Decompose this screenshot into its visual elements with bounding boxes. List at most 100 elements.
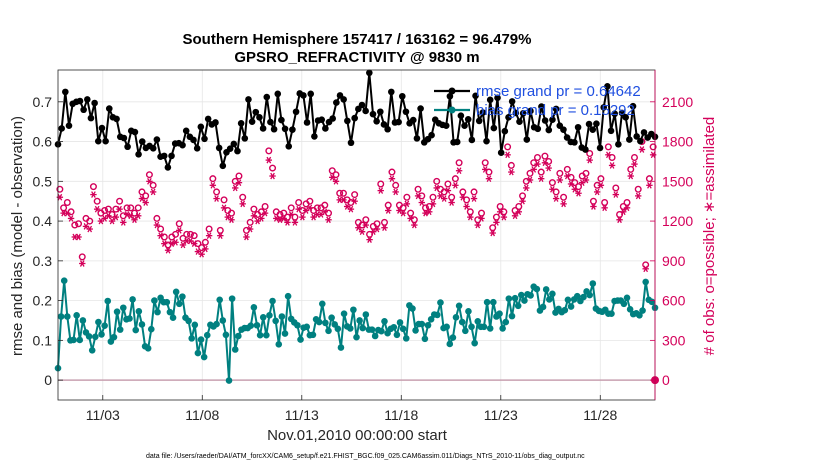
bias-point — [421, 335, 429, 343]
bias-point — [378, 327, 385, 335]
x-tick-label: 11/08 — [185, 407, 219, 423]
possible-obs-marker — [519, 192, 527, 200]
bias-point — [222, 331, 230, 339]
asterisk-stroke — [538, 175, 544, 183]
bias-point — [549, 290, 556, 298]
rmse-point — [318, 116, 326, 123]
asterisk-stroke — [203, 245, 208, 253]
bias-point — [626, 306, 634, 313]
assimilated-obs-marker — [161, 240, 168, 247]
bias-point — [567, 303, 575, 310]
assimilated-obs-marker — [355, 224, 362, 232]
bias-point — [228, 295, 236, 302]
bias-point — [188, 335, 196, 342]
assimilated-obs-marker — [638, 146, 646, 153]
rmse-point — [329, 115, 336, 122]
rmse-point — [91, 99, 98, 107]
assimilated-obs-marker — [526, 176, 534, 184]
rmse-point — [164, 164, 172, 171]
bias-point — [281, 330, 289, 337]
assimilated-obs-marker — [459, 193, 467, 201]
rmse-point — [501, 127, 509, 135]
asterisk-stroke — [553, 195, 559, 202]
rmse-point — [248, 118, 256, 125]
possible-obs-marker — [149, 181, 157, 189]
bias-point — [455, 302, 463, 310]
rmse-point — [377, 108, 384, 116]
asterisk-stroke — [460, 193, 466, 201]
asterisk-stroke — [68, 215, 74, 222]
possible-obs-marker — [466, 208, 474, 216]
possible-obs-marker — [433, 177, 441, 185]
possible-obs-marker — [145, 171, 153, 179]
bias-point — [297, 336, 304, 343]
possible-obs-marker — [239, 193, 247, 201]
rmse-point — [479, 109, 487, 116]
assimilated-obs-marker — [116, 205, 123, 213]
bias-point — [179, 293, 186, 300]
asterisk-stroke — [620, 208, 626, 216]
possible-obs-marker — [388, 168, 396, 176]
x-tick-label: 11/28 — [583, 407, 617, 423]
rmse-point — [201, 135, 208, 143]
rmse-point — [340, 96, 347, 103]
possible-obs-marker — [649, 143, 657, 151]
asterisk-stroke — [124, 211, 130, 218]
assimilated-obs-marker — [351, 197, 358, 205]
asterisk-stroke — [404, 200, 410, 208]
asterisk-stroke — [113, 213, 119, 221]
x-tick-label: 11/13 — [285, 407, 319, 423]
possible-obs-marker — [101, 206, 109, 214]
assimilated-obs-marker — [414, 192, 422, 200]
possible-obs-marker — [280, 209, 288, 217]
possible-obs-marker — [597, 175, 605, 183]
bias-point — [231, 346, 239, 353]
asterisk-stroke — [497, 208, 503, 216]
rmse-point — [292, 108, 300, 116]
possible-obs-marker — [56, 185, 64, 193]
rmse-point — [84, 96, 91, 103]
possible-obs-marker — [634, 185, 642, 193]
y2-tick-label: 900 — [662, 253, 686, 269]
asterisk-stroke — [527, 176, 533, 184]
legend-bias-label: bias grand pr = 0.15292 — [476, 102, 635, 119]
possible-obs-marker — [351, 191, 359, 199]
assimilated-obs-marker — [623, 204, 631, 212]
data-file-footnote: data file: /Users/raeder/DAI/ATM_forcXX/… — [146, 453, 585, 460]
asterisk-stroke — [300, 213, 305, 221]
rmse-point — [131, 128, 139, 136]
asterisk-stroke — [188, 237, 193, 245]
x-axis-label: Nov.01,2010 00:00:00 start — [267, 427, 448, 444]
rmse-point — [58, 125, 65, 132]
rmse-point — [197, 123, 205, 131]
bias-point — [462, 327, 469, 335]
assimilated-obs-marker — [86, 225, 93, 233]
possible-obs-marker — [556, 169, 564, 177]
y-tick-label: 0.7 — [33, 94, 53, 110]
assimilated-obs-marker — [489, 229, 496, 237]
asterisk-stroke — [520, 197, 525, 205]
assimilated-obs-marker — [620, 208, 627, 216]
rmse-point — [351, 114, 358, 122]
possible-obs-marker — [377, 180, 385, 188]
assimilated-obs-marker — [146, 177, 153, 185]
possible-obs-marker — [455, 159, 463, 167]
bias-point — [147, 325, 155, 333]
assimilated-obs-marker — [601, 204, 608, 212]
rmse-point — [102, 137, 109, 145]
rmse-point — [153, 136, 161, 143]
asterisk-stroke — [255, 217, 260, 225]
asterisk-stroke — [639, 146, 645, 153]
possible-obs-marker — [392, 181, 400, 189]
bias-point — [362, 311, 370, 318]
assimilated-obs-marker — [64, 209, 71, 217]
assimilated-obs-marker — [269, 172, 276, 180]
assimilated-obs-marker — [142, 199, 149, 206]
rmse-point — [212, 119, 219, 126]
rmse-point — [457, 112, 465, 120]
assimilated-obs-marker — [504, 151, 511, 159]
rmse-point — [303, 119, 311, 126]
y2-tick-label: 2100 — [662, 94, 693, 110]
assimilated-obs-marker — [358, 228, 366, 236]
asterisk-stroke — [508, 168, 514, 176]
